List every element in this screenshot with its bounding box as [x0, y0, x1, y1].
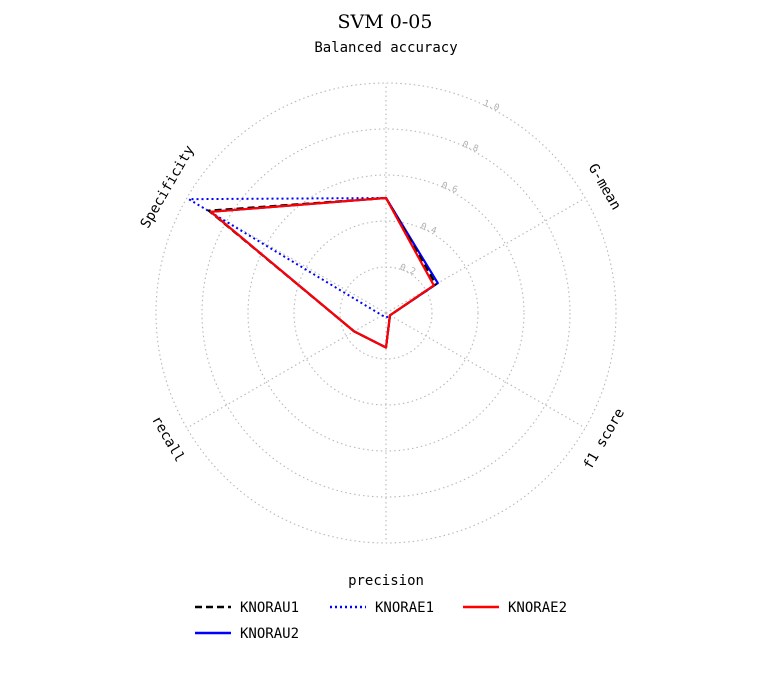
axis-label-balanced-accuracy: Balanced accuracy: [314, 40, 457, 56]
axis-label-g-mean: G-mean: [585, 161, 624, 213]
legend-label: KNORAE1: [375, 600, 434, 616]
axis-labels: Balanced accuracy G-mean f1 score precision…: [138, 40, 628, 589]
series-layer: [187, 196, 439, 349]
legend: KNORAU1 KNORAE1 KNORAE2 KNORAU2: [195, 600, 567, 642]
radar-grid: [155, 82, 617, 544]
radial-tick-label: 0.8: [461, 140, 480, 155]
legend-item-knorau1: KNORAU1: [195, 600, 299, 616]
grid-circle: [293, 220, 479, 406]
series-knorae2: [209, 196, 435, 349]
grid-spoke: [385, 312, 586, 429]
legend-label: KNORAU2: [240, 626, 299, 642]
radial-tick-label: 0.2: [398, 263, 417, 278]
legend-item-knorau2: KNORAU2: [195, 626, 299, 642]
axis-label-f1-score: f1 score: [580, 406, 628, 472]
radial-tick-label: 1.0: [482, 99, 501, 114]
grid-circle: [201, 128, 571, 498]
radial-tick-labels: 0.2 0.4 0.6 0.8 1.0: [398, 99, 500, 278]
axis-label-precision: precision: [348, 573, 424, 589]
radial-tick-label: 0.4: [419, 222, 438, 237]
grid-circle: [247, 174, 525, 452]
legend-label: KNORAU1: [240, 600, 299, 616]
axis-label-specificity: Specificity: [138, 143, 198, 231]
legend-label: KNORAE2: [508, 600, 567, 616]
chart-title: SVM 0-05: [338, 11, 433, 33]
legend-item-knorae2: KNORAE2: [463, 600, 567, 616]
radial-tick-label: 0.6: [440, 181, 459, 196]
grid-spoke: [385, 197, 586, 314]
axis-label-recall: recall: [148, 413, 187, 465]
legend-item-knorae1: KNORAE1: [330, 600, 434, 616]
grid-spoke: [186, 312, 387, 429]
